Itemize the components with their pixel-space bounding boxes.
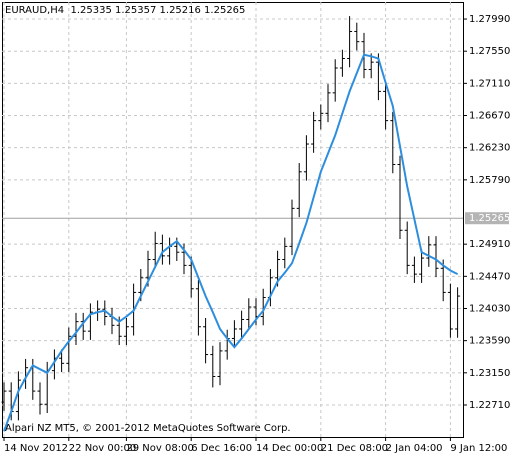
price-label-bg xyxy=(465,212,509,225)
y-tick-label: 1.24030 xyxy=(469,303,510,314)
y-tick-label: 1.27550 xyxy=(469,46,510,57)
y-tick-label: 1.25790 xyxy=(469,175,510,186)
y-tick-label: 1.26230 xyxy=(469,143,510,154)
y-tick-label: 1.22710 xyxy=(469,400,510,411)
price-label: 1.25265 xyxy=(469,213,510,224)
y-tick-label: 1.27990 xyxy=(469,14,510,25)
y-tick-label: 1.24910 xyxy=(469,239,510,250)
x-tick-label: 14 Nov 2012 xyxy=(4,443,68,454)
y-tick-label: 1.24470 xyxy=(469,271,510,282)
y-tick-label: 1.23590 xyxy=(469,336,510,347)
x-tick-label: 22 Nov 00:00 xyxy=(69,443,136,454)
x-tick-label: 21 Dec 08:00 xyxy=(321,443,388,454)
x-tick-label: 2 Jan 04:00 xyxy=(386,443,443,454)
x-tick-label: 9 Jan 12:00 xyxy=(450,443,507,454)
plot-frame xyxy=(2,2,464,438)
y-tick-label: 1.23150 xyxy=(469,368,510,379)
x-tick-label: 29 Nov 08:00 xyxy=(126,443,193,454)
grid xyxy=(2,2,463,437)
chart-title: EURAUD,H4 1.25335 1.25357 1.25216 1.2526… xyxy=(5,5,245,16)
marks xyxy=(1,16,461,432)
x-tick-label: 14 Dec 00:00 xyxy=(256,443,323,454)
moving-average xyxy=(3,53,459,432)
y-tick-label: 1.27110 xyxy=(469,78,510,89)
footer: Alpari NZ MT5, © 2001-2012 MetaQuotes So… xyxy=(5,423,291,434)
x-tick-label: 6 Dec 16:00 xyxy=(191,443,252,454)
y-tick-label: 1.26670 xyxy=(469,111,510,122)
